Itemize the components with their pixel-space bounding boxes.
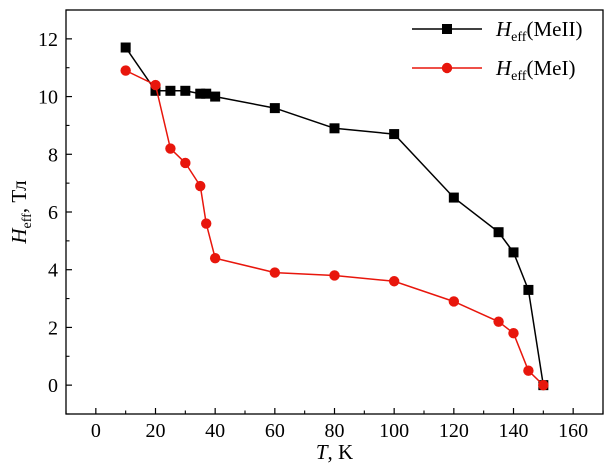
data-point	[329, 270, 340, 281]
data-point	[508, 247, 519, 258]
data-point	[493, 227, 504, 238]
y-tick-label: 0	[48, 375, 58, 397]
data-point	[329, 123, 340, 134]
x-axis-label-unit: , K	[328, 440, 354, 464]
y-tick-label: 6	[48, 202, 58, 224]
legend-entry-0: Heff(MeII)	[412, 17, 582, 45]
series-layer	[120, 42, 549, 391]
data-point	[388, 276, 400, 287]
data-point	[269, 267, 281, 278]
x-tick-label: 120	[439, 420, 469, 442]
data-point	[210, 91, 221, 102]
x-axis-label-var: T	[316, 440, 329, 464]
series-1	[120, 65, 549, 391]
x-tick-label: 0	[91, 420, 101, 442]
data-point	[448, 296, 460, 307]
data-point	[120, 65, 131, 76]
data-point	[448, 192, 459, 203]
legend-label-text: (MeI)	[526, 56, 575, 80]
data-point	[269, 103, 280, 114]
y-tick-label: 2	[48, 317, 58, 339]
data-point	[201, 218, 212, 229]
data-point	[180, 157, 191, 169]
y-axis-label-unit: , Тл	[7, 180, 31, 213]
y-tick-label: 12	[38, 29, 58, 51]
x-tick-label: 100	[379, 420, 409, 442]
data-point	[389, 129, 400, 140]
x-tick-label: 140	[499, 420, 529, 442]
y-tick-label: 8	[48, 144, 58, 166]
legend-label-var: H	[495, 56, 513, 80]
data-point	[209, 252, 221, 264]
data-point	[508, 328, 519, 339]
legend-marker	[441, 62, 453, 74]
x-tick-label: 40	[205, 420, 225, 442]
legend-label-var: H	[495, 17, 513, 41]
data-point	[150, 79, 161, 91]
x-tick-label: 20	[146, 420, 166, 442]
series-line	[125, 47, 545, 386]
data-point	[165, 143, 176, 154]
series-line	[125, 69, 544, 386]
legend-label: Heff(MeI)	[495, 56, 575, 84]
data-point	[150, 85, 161, 96]
x-tick-label: 60	[265, 420, 285, 442]
series-0	[120, 42, 549, 391]
y-axis-label: Heff, Тл	[7, 180, 35, 244]
data-point	[523, 365, 534, 376]
data-point	[523, 284, 534, 295]
x-axis-label: T, K	[316, 440, 353, 464]
x-tick-label: 160	[558, 420, 588, 442]
legend: Heff(MeII)Heff(MeI)	[412, 17, 582, 84]
legend-label: Heff(MeII)	[495, 17, 582, 45]
legend-label-subscript: eff	[511, 69, 527, 84]
y-tick-label: 4	[48, 260, 58, 282]
data-point	[538, 379, 549, 391]
y-axis-label-subscript: eff	[20, 213, 35, 229]
legend-label-subscript: eff	[511, 30, 527, 45]
data-point	[195, 180, 206, 192]
data-point	[180, 85, 191, 96]
legend-entry-1: Heff(MeI)	[412, 56, 575, 84]
data-point	[120, 42, 131, 53]
data-point	[165, 85, 176, 96]
y-axis-label-var: H	[7, 227, 31, 245]
data-point	[493, 316, 504, 327]
data-point	[195, 88, 206, 99]
legend-label-text: (MeII)	[526, 17, 582, 41]
legend-marker	[442, 24, 452, 34]
data-point	[201, 88, 212, 99]
x-tick-label: 80	[325, 420, 345, 442]
y-tick-label: 10	[38, 87, 58, 109]
